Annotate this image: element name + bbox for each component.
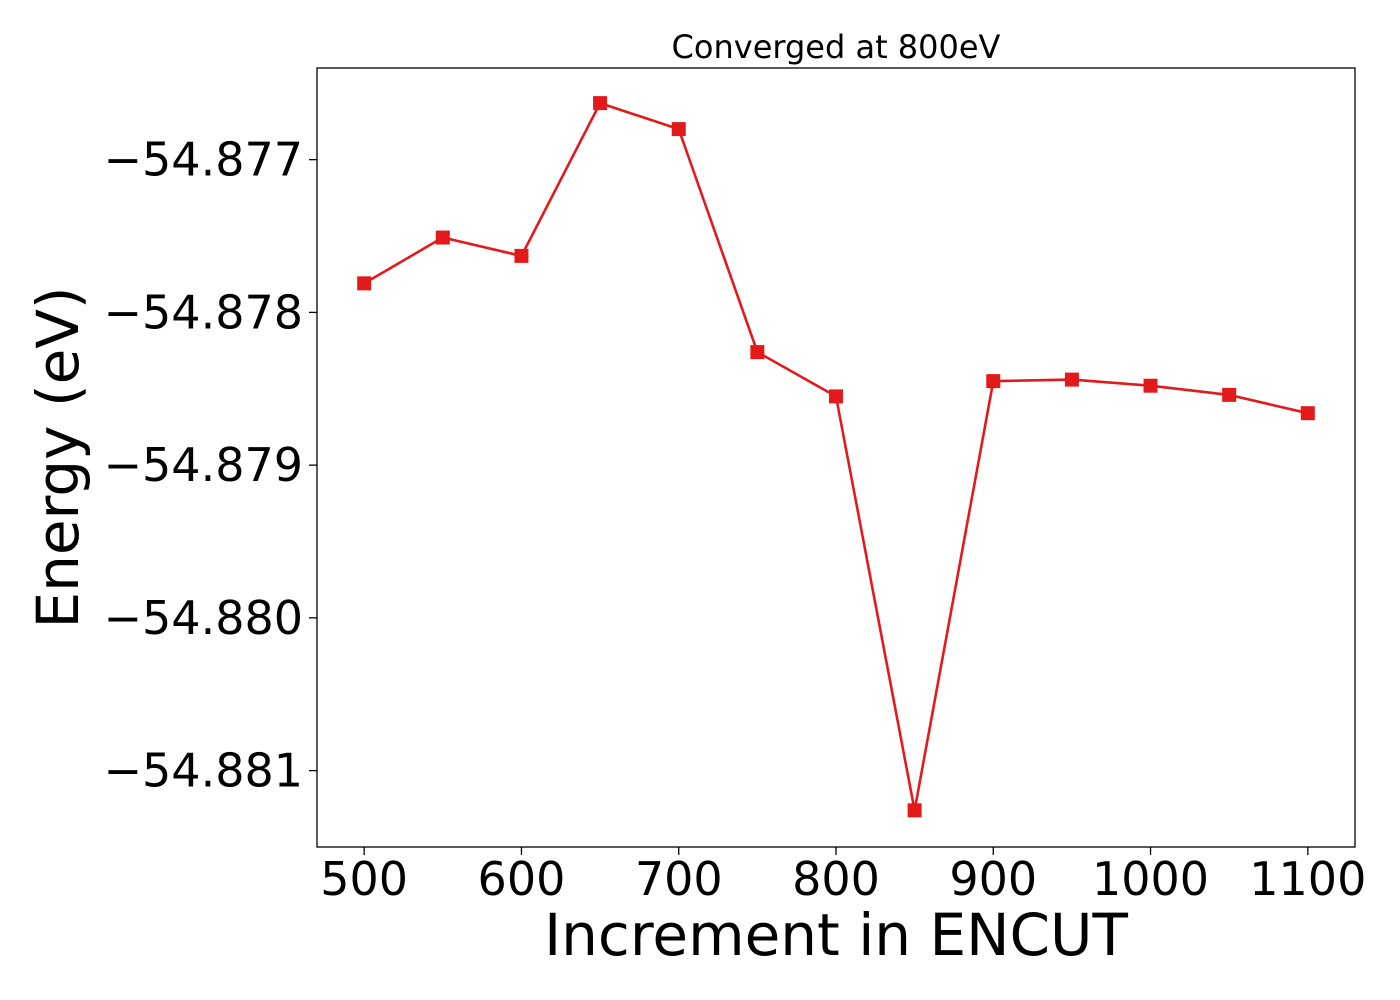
data-point xyxy=(357,276,372,291)
data-point xyxy=(593,96,608,111)
y-tick-label: −54.881 xyxy=(104,744,304,798)
x-tick-label: 600 xyxy=(478,852,566,906)
x-tick-label: 900 xyxy=(949,852,1037,906)
x-tick-label: 800 xyxy=(792,852,880,906)
data-point xyxy=(1143,378,1158,393)
data-point xyxy=(435,230,450,245)
data-point xyxy=(829,389,843,404)
data-point xyxy=(1300,406,1315,421)
x-tick-label: 1000 xyxy=(1092,852,1209,906)
y-axis-title: Energy (eV) xyxy=(24,286,92,628)
y-tick-label: −54.877 xyxy=(104,133,304,187)
series-energy xyxy=(357,96,1315,818)
y-tick-label: −54.880 xyxy=(104,591,304,645)
chart-title: Converged at 800eV xyxy=(672,28,1001,66)
data-point xyxy=(671,122,686,137)
series-line xyxy=(363,101,1309,811)
data-point xyxy=(1222,387,1237,402)
data-point xyxy=(750,345,765,360)
x-tick-label: 1100 xyxy=(1249,852,1366,906)
data-point xyxy=(907,803,922,818)
data-point xyxy=(514,248,529,263)
y-axis: −54.877 −54.878 −54.879 −54.880 −54.881 xyxy=(104,133,317,798)
x-axis: 500 600 700 800 900 1000 1100 xyxy=(320,847,1366,906)
x-axis-title: Increment in ENCUT xyxy=(544,901,1128,969)
y-tick-label: −54.879 xyxy=(104,438,304,492)
x-tick-label: 700 xyxy=(635,852,723,906)
x-tick-label: 500 xyxy=(320,852,408,906)
data-point xyxy=(986,374,1001,389)
data-point xyxy=(1064,372,1079,387)
plot-frame xyxy=(316,67,1356,848)
y-tick-label: −54.878 xyxy=(104,285,304,339)
